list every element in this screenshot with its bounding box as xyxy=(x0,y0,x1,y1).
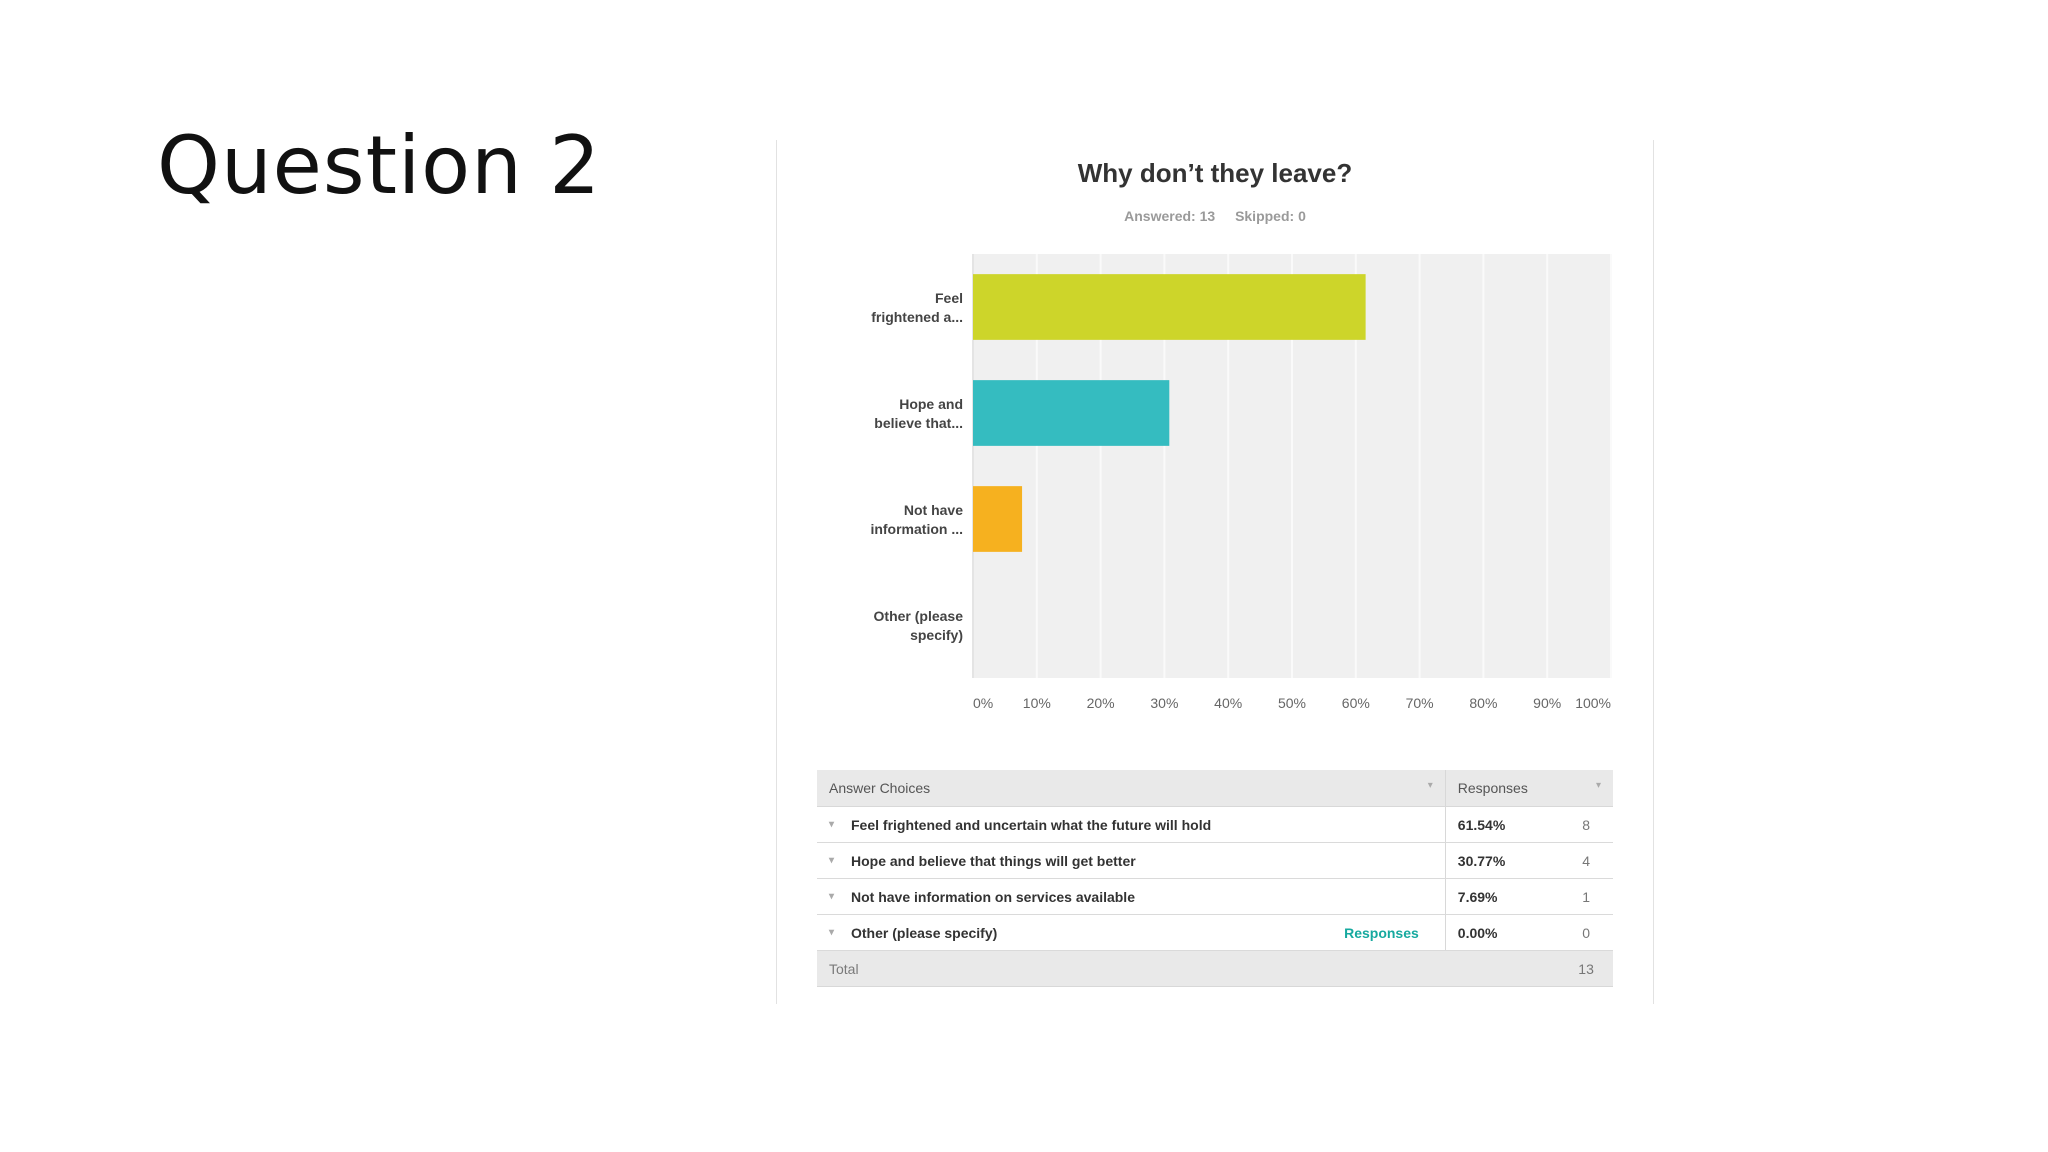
response-count: 4 xyxy=(1559,842,1613,879)
answer-choice-label: Not have information on services availab… xyxy=(851,888,1135,905)
header-responses-label: Responses xyxy=(1457,780,1528,796)
chart-title: Why don’t they leave? xyxy=(1077,158,1353,188)
bar xyxy=(973,380,1170,446)
expand-caret-icon[interactable]: ▾ xyxy=(829,819,835,830)
x-tick-label: 20% xyxy=(1087,695,1115,711)
response-percent: 0.00% xyxy=(1445,914,1560,951)
total-value: 13 xyxy=(1559,950,1613,987)
bar xyxy=(973,486,1023,552)
header-answer-choices[interactable]: Answer Choices ▾ xyxy=(817,770,1446,807)
sort-caret-icon[interactable]: ▾ xyxy=(1427,780,1433,791)
sort-caret-icon[interactable]: ▾ xyxy=(1595,780,1601,791)
answer-choice-label: Hope and believe that things will get be… xyxy=(851,852,1136,869)
expand-caret-icon[interactable]: ▾ xyxy=(829,891,835,902)
response-percent: 61.54% xyxy=(1445,806,1560,843)
category-label: Hope and believe that... xyxy=(874,396,963,431)
answer-choice-label: Feel frightened and uncertain what the f… xyxy=(851,816,1212,833)
chart-subtitle: Answered: 13 Skipped: 0 xyxy=(777,208,1653,224)
x-tick-label: 30% xyxy=(1150,695,1178,711)
expand-caret-icon[interactable]: ▾ xyxy=(829,855,835,866)
responses-link[interactable]: Responses xyxy=(1344,924,1419,941)
table-row: ▾ Other (please specify) Responses 0.00%… xyxy=(817,914,1613,951)
response-percent: 7.69% xyxy=(1445,878,1560,915)
answered-count: Answered: 13 xyxy=(1124,208,1216,224)
skipped-count: Skipped: 0 xyxy=(1235,208,1306,224)
table-row: ▾ Not have information on services avail… xyxy=(817,878,1613,915)
category-label: Feel frightened a... xyxy=(871,290,963,325)
x-tick-label: 80% xyxy=(1469,695,1497,711)
response-count: 0 xyxy=(1559,914,1613,951)
x-tick-label: 0% xyxy=(973,695,993,711)
category-label: Other (please specify) xyxy=(874,608,964,643)
category-label: Not have information ... xyxy=(870,502,963,537)
x-tick-label: 100% xyxy=(1575,695,1611,711)
answer-choice-label: Other (please specify) xyxy=(851,924,998,941)
x-tick-label: 10% xyxy=(1023,695,1051,711)
survey-result-panel: Why don’t they leave? Answered: 13 Skipp… xyxy=(776,140,1654,1004)
response-count: 1 xyxy=(1559,878,1613,915)
expand-caret-icon[interactable]: ▾ xyxy=(829,927,835,938)
x-tick-label: 60% xyxy=(1342,695,1370,711)
x-tick-label: 40% xyxy=(1214,695,1242,711)
answer-table: Answer Choices ▾ Responses ▾ ▾ Feel frig… xyxy=(817,770,1613,987)
table-header-row: Answer Choices ▾ Responses ▾ xyxy=(817,770,1613,807)
slide-title: Question 2 xyxy=(157,119,602,212)
header-answer-choices-label: Answer Choices xyxy=(829,780,931,796)
table-row: ▾ Feel frightened and uncertain what the… xyxy=(817,806,1613,843)
x-tick-label: 50% xyxy=(1278,695,1306,711)
header-responses[interactable]: Responses ▾ xyxy=(1445,770,1613,807)
x-tick-label: 90% xyxy=(1533,695,1561,711)
response-count: 8 xyxy=(1559,806,1613,843)
total-label: Total xyxy=(817,950,1446,987)
table-row: ▾ Hope and believe that things will get … xyxy=(817,842,1613,879)
bar xyxy=(973,274,1366,340)
bar-chart: 0% 10% 20% 30% 40% 50% 60% 70% 80% 90% 100% Feel fri… xyxy=(870,254,1612,711)
x-tick-label: 70% xyxy=(1406,695,1434,711)
total-row: Total 13 xyxy=(817,950,1613,987)
response-percent: 30.77% xyxy=(1445,842,1560,879)
